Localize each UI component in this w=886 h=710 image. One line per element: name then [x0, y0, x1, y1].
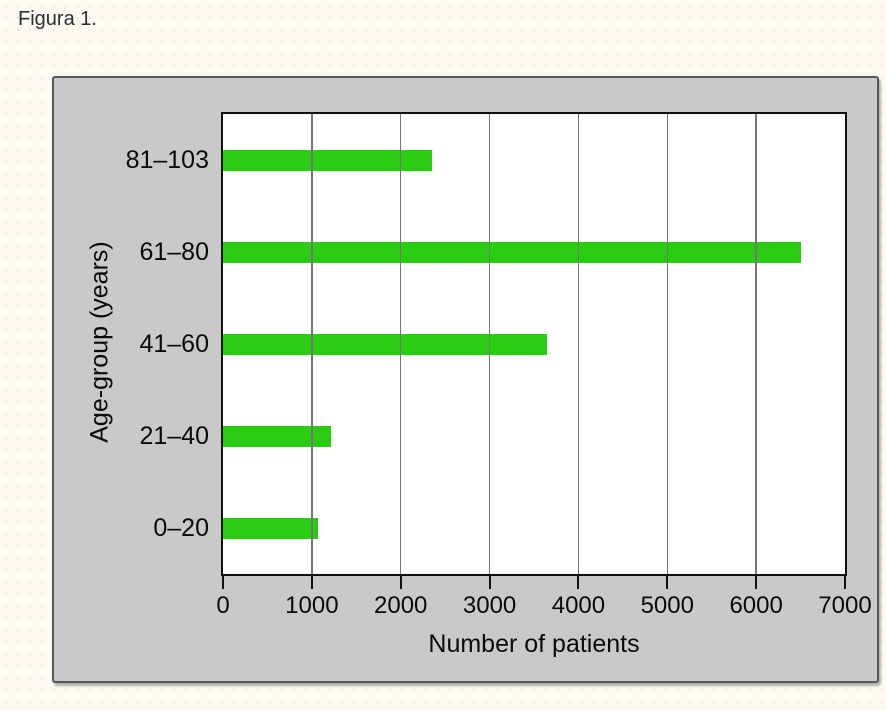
category-label-81–103: 81–103: [125, 146, 209, 174]
x-tick-label-1000: 1000: [285, 592, 339, 619]
x-tick-0: [222, 576, 224, 589]
gridline-1000: [311, 114, 313, 574]
gridline-5000: [666, 114, 669, 574]
x-tick-label-5000: 5000: [640, 592, 694, 619]
x-tick-label-3000: 3000: [462, 592, 517, 619]
x-tick-4000: [577, 576, 580, 589]
x-tick-label-2000: 2000: [374, 592, 428, 619]
x-tick-5000: [666, 576, 669, 589]
category-label-61–80: 61–80: [139, 238, 209, 266]
x-axis-title: Number of patients: [428, 630, 640, 658]
figure-label: Figura 1.: [18, 8, 97, 30]
bar-41–60: [223, 333, 548, 355]
category-label-0–20: 0–20: [153, 514, 209, 542]
bar-61–80: [223, 241, 801, 263]
gridline-2000: [399, 114, 402, 574]
x-tick-2000: [399, 576, 402, 589]
x-tick-1000: [310, 576, 313, 589]
x-tick-3000: [488, 576, 491, 589]
gridline-4000: [577, 114, 580, 574]
bar-0–20: [223, 517, 319, 539]
x-tick-7000: [844, 576, 846, 589]
category-axis-labels: 81–103 61–80 41–60 21–40 0–20: [54, 114, 209, 574]
bar-81–103: [223, 149, 432, 171]
chart-panel: Age-group (years) 81–103 61–80 41–60 21–40 0…: [52, 76, 879, 683]
gridline-3000: [488, 114, 491, 574]
plot-area: [221, 112, 847, 576]
x-tick-label-6000: 6000: [729, 592, 783, 619]
x-tick-6000: [755, 576, 758, 589]
category-label-41–60: 41–60: [139, 330, 209, 358]
gridline-6000: [755, 114, 757, 574]
x-tick-label-0: 0: [216, 592, 230, 619]
x-tick-label-7000: 7000: [818, 592, 872, 619]
bar-21–40: [223, 425, 332, 447]
category-label-21–40: 21–40: [139, 422, 209, 450]
x-tick-label-4000: 4000: [551, 592, 606, 619]
